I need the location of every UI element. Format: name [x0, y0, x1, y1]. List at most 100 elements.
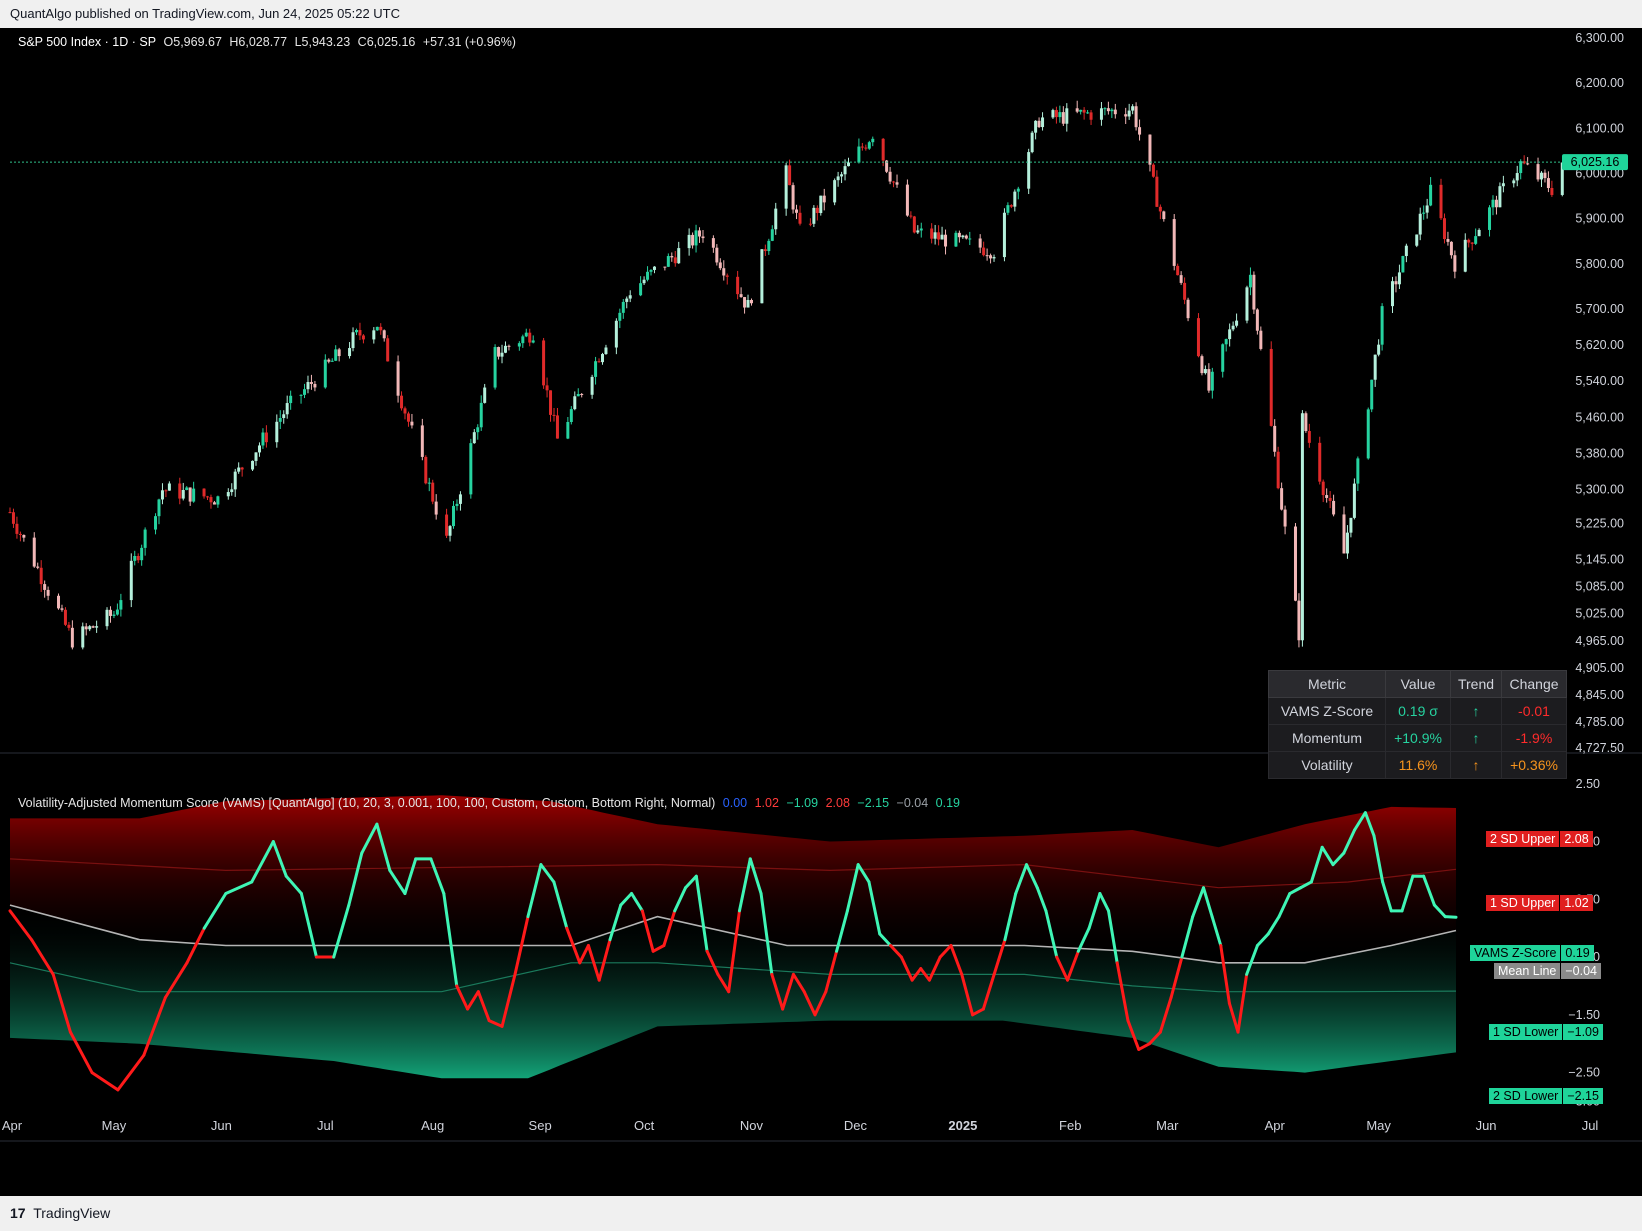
candle-body: [500, 352, 504, 357]
candle-body: [39, 567, 43, 585]
candle-body: [1401, 256, 1405, 273]
candle-body: [251, 460, 255, 470]
candle-body: [303, 389, 307, 395]
vams-zscore-segment: [403, 857, 418, 896]
vams-zscore-segment: [1219, 944, 1231, 1005]
vams-zscore-segment: [552, 880, 569, 930]
candle-body: [625, 298, 629, 302]
vams-zscore-segment: [185, 926, 206, 965]
candle-body: [382, 330, 386, 339]
time-axis-label: Aug: [421, 1118, 444, 1133]
candle-body: [1224, 339, 1228, 345]
candle-body: [1474, 236, 1478, 244]
candle-body: [1002, 212, 1006, 258]
candle-body: [1349, 517, 1353, 533]
candle-body: [857, 146, 861, 163]
metric-value: +10.9%: [1385, 724, 1451, 752]
candle-body: [1221, 344, 1225, 372]
candle-body: [289, 395, 293, 404]
price-axis-label: 5,025.00: [1575, 607, 1624, 621]
candle-body: [406, 413, 410, 422]
candle-body: [531, 340, 535, 343]
vams-zscore-segment: [299, 892, 318, 959]
candle-body: [348, 348, 352, 357]
vams-zscore-segment: [466, 990, 480, 1011]
candle-body: [722, 268, 726, 276]
candle-body: [36, 566, 40, 568]
candle-body: [978, 238, 982, 248]
candle-body: [940, 234, 944, 240]
candle-body: [992, 257, 996, 259]
vams-zscore-segment: [1076, 926, 1091, 953]
candle-body: [15, 523, 19, 534]
candle-body: [313, 383, 317, 388]
vams-zscore-segment: [1025, 863, 1039, 890]
candle-body: [1546, 178, 1550, 189]
candle-body: [770, 229, 774, 241]
candle-body: [639, 283, 643, 296]
candle-body: [261, 432, 265, 446]
candle-body: [1110, 109, 1114, 112]
vams-zscore-segment: [662, 909, 677, 947]
candle-body: [233, 471, 237, 490]
candle-body: [1255, 309, 1259, 331]
candle-body: [1124, 114, 1128, 117]
vams-zscore-segment: [1443, 915, 1458, 919]
candle-body: [746, 299, 750, 308]
tag-value: 2.08: [1560, 831, 1593, 847]
header-change: Change: [1501, 670, 1567, 698]
candle-body: [427, 482, 431, 484]
candle-body: [1034, 120, 1038, 133]
candle-body: [1082, 109, 1086, 113]
candle-body: [140, 547, 144, 561]
candle-body: [1155, 176, 1159, 207]
price-axis-label: 5,085.00: [1575, 580, 1624, 594]
candle-body: [1342, 514, 1346, 554]
candle-body: [452, 505, 456, 527]
time-axis-label: Apr: [1265, 1118, 1286, 1133]
vams-zscore-segment: [856, 863, 871, 884]
header-metric: Metric: [1268, 670, 1386, 698]
candle-body: [133, 555, 137, 561]
chart-area[interactable]: 6,300.00 6,200.00 6,100.00 6,000.00 5,900.00…: [0, 28, 1642, 1196]
candle-body: [749, 299, 753, 304]
candle-body: [867, 142, 871, 149]
candle-body: [687, 234, 691, 249]
candle-body: [1075, 108, 1079, 112]
candle-body: [1543, 172, 1547, 179]
candle-body: [1089, 112, 1093, 120]
candle-body: [1280, 488, 1284, 510]
candle-body: [1228, 329, 1232, 340]
vams-zscore-segment: [1003, 892, 1018, 942]
candle-body: [112, 614, 116, 616]
candle-body: [136, 555, 140, 561]
candle-body: [1103, 108, 1107, 110]
indicator-title: Volatility-Adjusted Momentum Score (VAMS…: [18, 796, 716, 810]
candle-body: [1425, 205, 1429, 213]
tag-label: 2 SD Lower: [1489, 1088, 1563, 1104]
candle-body: [836, 176, 840, 181]
candle-body: [711, 238, 715, 248]
candle-body: [379, 326, 383, 331]
vams-zscore-segment: [250, 840, 275, 884]
chart-canvas[interactable]: 6,300.006,200.006,100.006,000.005,900.00…: [0, 28, 1642, 1196]
tag-value: 0.19: [1561, 945, 1594, 961]
candle-body: [542, 340, 546, 386]
time-axis-label: Jun: [211, 1118, 232, 1133]
candle-body: [1009, 205, 1013, 207]
candle-body: [812, 207, 816, 224]
vams-zscore-segment: [640, 909, 655, 953]
tag-value: −1.09: [1563, 1024, 1603, 1040]
candle-body: [819, 195, 823, 214]
candle-body: [372, 330, 376, 340]
candle-body: [1515, 173, 1519, 181]
vams-zscore-segment: [1098, 892, 1111, 913]
vams-zscore-segment: [1320, 845, 1335, 867]
indicator-value: 0.19: [935, 796, 960, 810]
vams-zscore-segment: [684, 874, 698, 890]
metric-name: Momentum: [1268, 724, 1386, 752]
tag-value: 1.02: [1560, 895, 1593, 911]
time-axis-label: Jun: [1476, 1118, 1497, 1133]
metric-name: Volatility: [1268, 751, 1386, 779]
candle-body: [1394, 281, 1398, 285]
